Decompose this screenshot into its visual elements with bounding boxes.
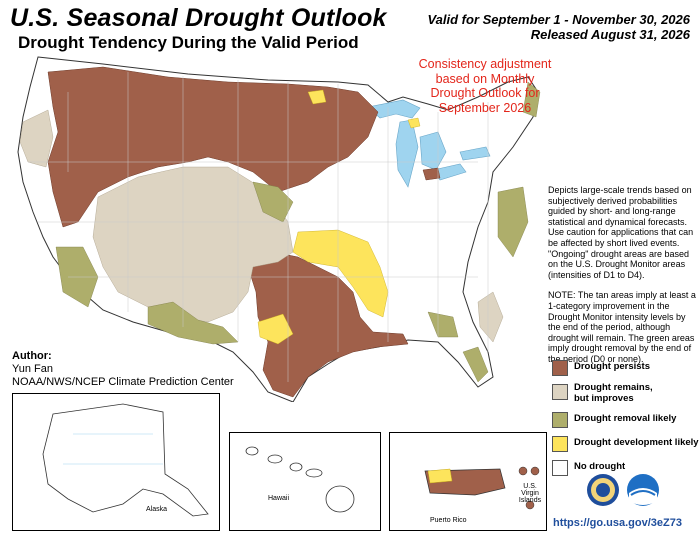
notes-description: Depicts large-scale trends based on subj… [548, 185, 694, 280]
hawaii-inset: Hawaii [229, 432, 381, 531]
alaska-map [42, 403, 209, 517]
consistency-line-2: based on Monthly [435, 71, 535, 86]
valid-period: Valid for September 1 - November 30, 202… [390, 12, 690, 42]
great-lakes [367, 99, 491, 188]
author-label: Author: [12, 350, 52, 362]
drought-improves-areas [19, 109, 504, 343]
consistency-line-3: Drought Outlook for [430, 86, 540, 100]
puerto-rico-map [424, 466, 540, 510]
author-org: NOAA/NWS/NCEP Climate Prediction Center [12, 376, 234, 388]
notes-panel: Depicts large-scale trends based on subj… [548, 185, 698, 375]
conus-map [17, 56, 541, 402]
alaska-label: Alaska [146, 506, 168, 513]
legend-label-improves-line-2: but improves [574, 392, 634, 404]
virgin-islands-label: U.S. Virgin Islands [514, 483, 546, 504]
legend-item-no-drought: No drought [552, 458, 700, 480]
author-name: Yun Fan [12, 363, 53, 375]
consistency-note: Consistency adjustment based on Monthly … [405, 57, 565, 115]
doc-seal-icon [587, 474, 619, 506]
virgin-islands-line-1: U.S. Virgin [521, 483, 539, 497]
legend-item-development: Drought development likely [552, 434, 700, 456]
puerto-rico-inset: Puerto Rico U.S. Virgin Islands [389, 432, 547, 531]
map-legend: Drought persists Drought remains, but im… [552, 358, 700, 482]
legend-label-no-drought: No drought [574, 461, 626, 472]
puerto-rico-label: Puerto Rico [430, 517, 467, 524]
outlook-url-link[interactable]: https://go.usa.gov/3eZ73 [553, 517, 682, 529]
legend-label-improves: Drought remains, but improves [574, 382, 653, 404]
author-block: Author: Yun Fan NOAA/NWS/NCEP Climate Pr… [12, 350, 234, 389]
map-subtitle: Drought Tendency During the Valid Period [18, 33, 359, 52]
alaska-inset: Alaska [12, 393, 220, 531]
legend-item-removal: Drought removal likely [552, 410, 700, 432]
consistency-line-4: September 2026 [438, 100, 532, 115]
legend-item-persists: Drought persists [552, 358, 700, 380]
consistency-line-1: Consistency adjustment [418, 57, 552, 71]
hawaii-label: Hawaii [268, 495, 290, 502]
legend-label-persists: Drought persists [574, 361, 651, 372]
map-title: U.S. Seasonal Drought Outlook [10, 4, 387, 32]
legend-swatch-no-drought [552, 460, 568, 476]
legend-swatch-development [552, 436, 568, 452]
legend-label-improves-line-1: Drought remains, [574, 382, 653, 393]
hawaii-map [245, 446, 355, 513]
notes-tan-green: NOTE: The tan areas imply at least a 1-c… [548, 290, 696, 364]
legend-swatch-improves [552, 384, 568, 400]
valid-dates: Valid for September 1 - November 30, 202… [427, 12, 690, 27]
legend-label-removal: Drought removal likely [574, 413, 677, 424]
drought-development-areas [257, 89, 421, 345]
release-date: Released August 31, 2026 [530, 27, 690, 42]
legend-label-development: Drought development likely [574, 437, 699, 448]
legend-swatch-persists [552, 360, 568, 376]
legend-swatch-removal [552, 412, 568, 428]
state-boundaries [28, 72, 489, 382]
legend-item-improves: Drought remains, but improves [552, 382, 700, 408]
virgin-islands-line-2: Islands [518, 497, 542, 504]
noaa-logo-icon [627, 474, 659, 506]
